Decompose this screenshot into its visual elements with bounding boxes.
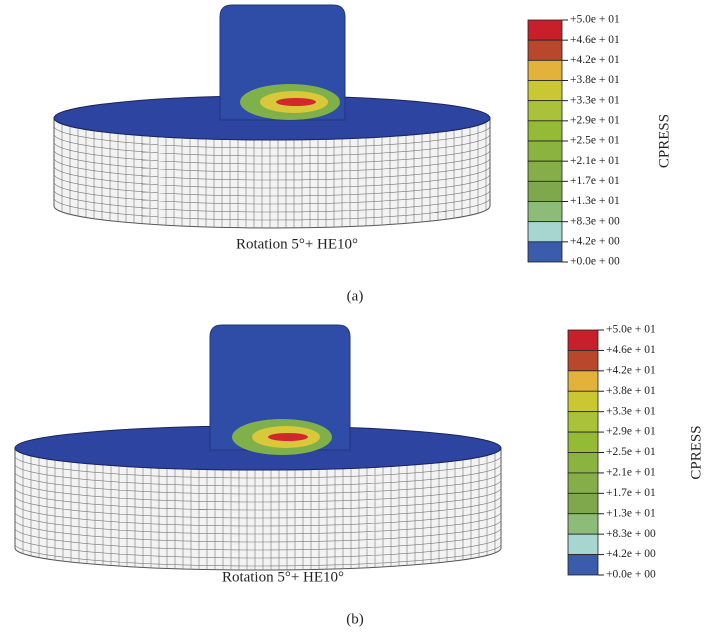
- colorbar-label: +2.9e + 01: [606, 426, 656, 438]
- colorbar-band: [527, 160, 563, 182]
- caption: Rotation 5°+ HE10°: [236, 236, 358, 252]
- colorbar-band: [567, 513, 599, 535]
- colorbar-band: [567, 350, 599, 372]
- colorbar-band: [567, 472, 599, 494]
- colorbar-label: +2.9e + 01: [570, 114, 620, 126]
- colorbar-band: [567, 452, 599, 474]
- colorbar-label: +4.2e + 01: [606, 364, 656, 376]
- mesh: [14, 452, 502, 570]
- colorbar-label: +8.3e + 00: [570, 215, 620, 227]
- colorbar-title: CPRESS: [688, 425, 704, 479]
- colorbar-band: [527, 221, 563, 243]
- colorbar-band: [567, 431, 599, 453]
- colorbar-band: [527, 241, 563, 263]
- colorbar-label: +1.7e + 01: [606, 487, 656, 499]
- colorbar-label: +3.3e + 01: [570, 94, 620, 106]
- colorbar-band: [527, 120, 563, 142]
- colorbar-label: +3.8e + 01: [606, 385, 656, 397]
- colorbar-label: +4.6e + 01: [570, 34, 620, 46]
- colorbar-label: +1.3e + 01: [570, 195, 620, 207]
- colorbar-label: +2.5e + 01: [606, 446, 656, 458]
- panel-label: (a): [347, 288, 364, 304]
- colorbar-band: [567, 533, 599, 555]
- colorbar-label: +8.3e + 00: [606, 528, 656, 540]
- colorbar-label: +4.6e + 01: [606, 344, 656, 356]
- colorbar-label: +1.7e + 01: [570, 175, 620, 187]
- colorbar-label: +2.5e + 01: [570, 135, 620, 147]
- colorbar-label: +4.2e + 00: [570, 235, 620, 247]
- hotspot-core: [276, 98, 316, 106]
- colorbar-label: +0.0e + 00: [570, 256, 620, 268]
- colorbar-label: +5.0e + 01: [570, 14, 620, 26]
- panel: Rotation 5°+ HE10° (b) +5.0e + 01 +4.6e + 0…: [14, 324, 704, 627]
- colorbar-band: [527, 19, 563, 41]
- colorbar-label: +4.2e + 01: [570, 54, 620, 66]
- colorbar-label: +2.1e + 01: [570, 155, 620, 167]
- colorbar-band: [527, 80, 563, 102]
- colorbar-band: [567, 329, 599, 351]
- colorbar-band: [567, 411, 599, 433]
- colorbar-label: +3.8e + 01: [570, 74, 620, 86]
- colorbar-band: [527, 140, 563, 162]
- colorbar-band: [527, 100, 563, 122]
- colorbar-band: [567, 492, 599, 515]
- colorbar-band: [567, 370, 599, 392]
- panel-label: (b): [346, 611, 364, 627]
- colorbar-label: +2.1e + 01: [606, 467, 656, 479]
- panel: Rotation 5°+ HE10° (a) +5.0e + 01 +4.6e + 0…: [53, 4, 672, 304]
- colorbar-label: +1.3e + 01: [606, 507, 656, 519]
- colorbar-title: CPRESS: [656, 114, 672, 168]
- colorbar-band: [567, 390, 599, 413]
- colorbar-band: [527, 201, 563, 223]
- colorbar-label: +5.0e + 01: [606, 324, 656, 336]
- colorbar-band: [527, 180, 563, 202]
- colorbar-band: [567, 554, 599, 576]
- colorbar-label: +4.2e + 00: [606, 548, 656, 560]
- colorbar-label: +0.0e + 00: [606, 569, 656, 581]
- caption: Rotation 5°+ HE10°: [222, 569, 344, 585]
- colorbar-band: [527, 39, 563, 61]
- mesh: [53, 122, 491, 228]
- colorbar-band: [527, 59, 563, 81]
- tower: [209, 324, 351, 451]
- hotspot-core: [268, 433, 308, 441]
- colorbar-label: +3.3e + 01: [606, 405, 656, 417]
